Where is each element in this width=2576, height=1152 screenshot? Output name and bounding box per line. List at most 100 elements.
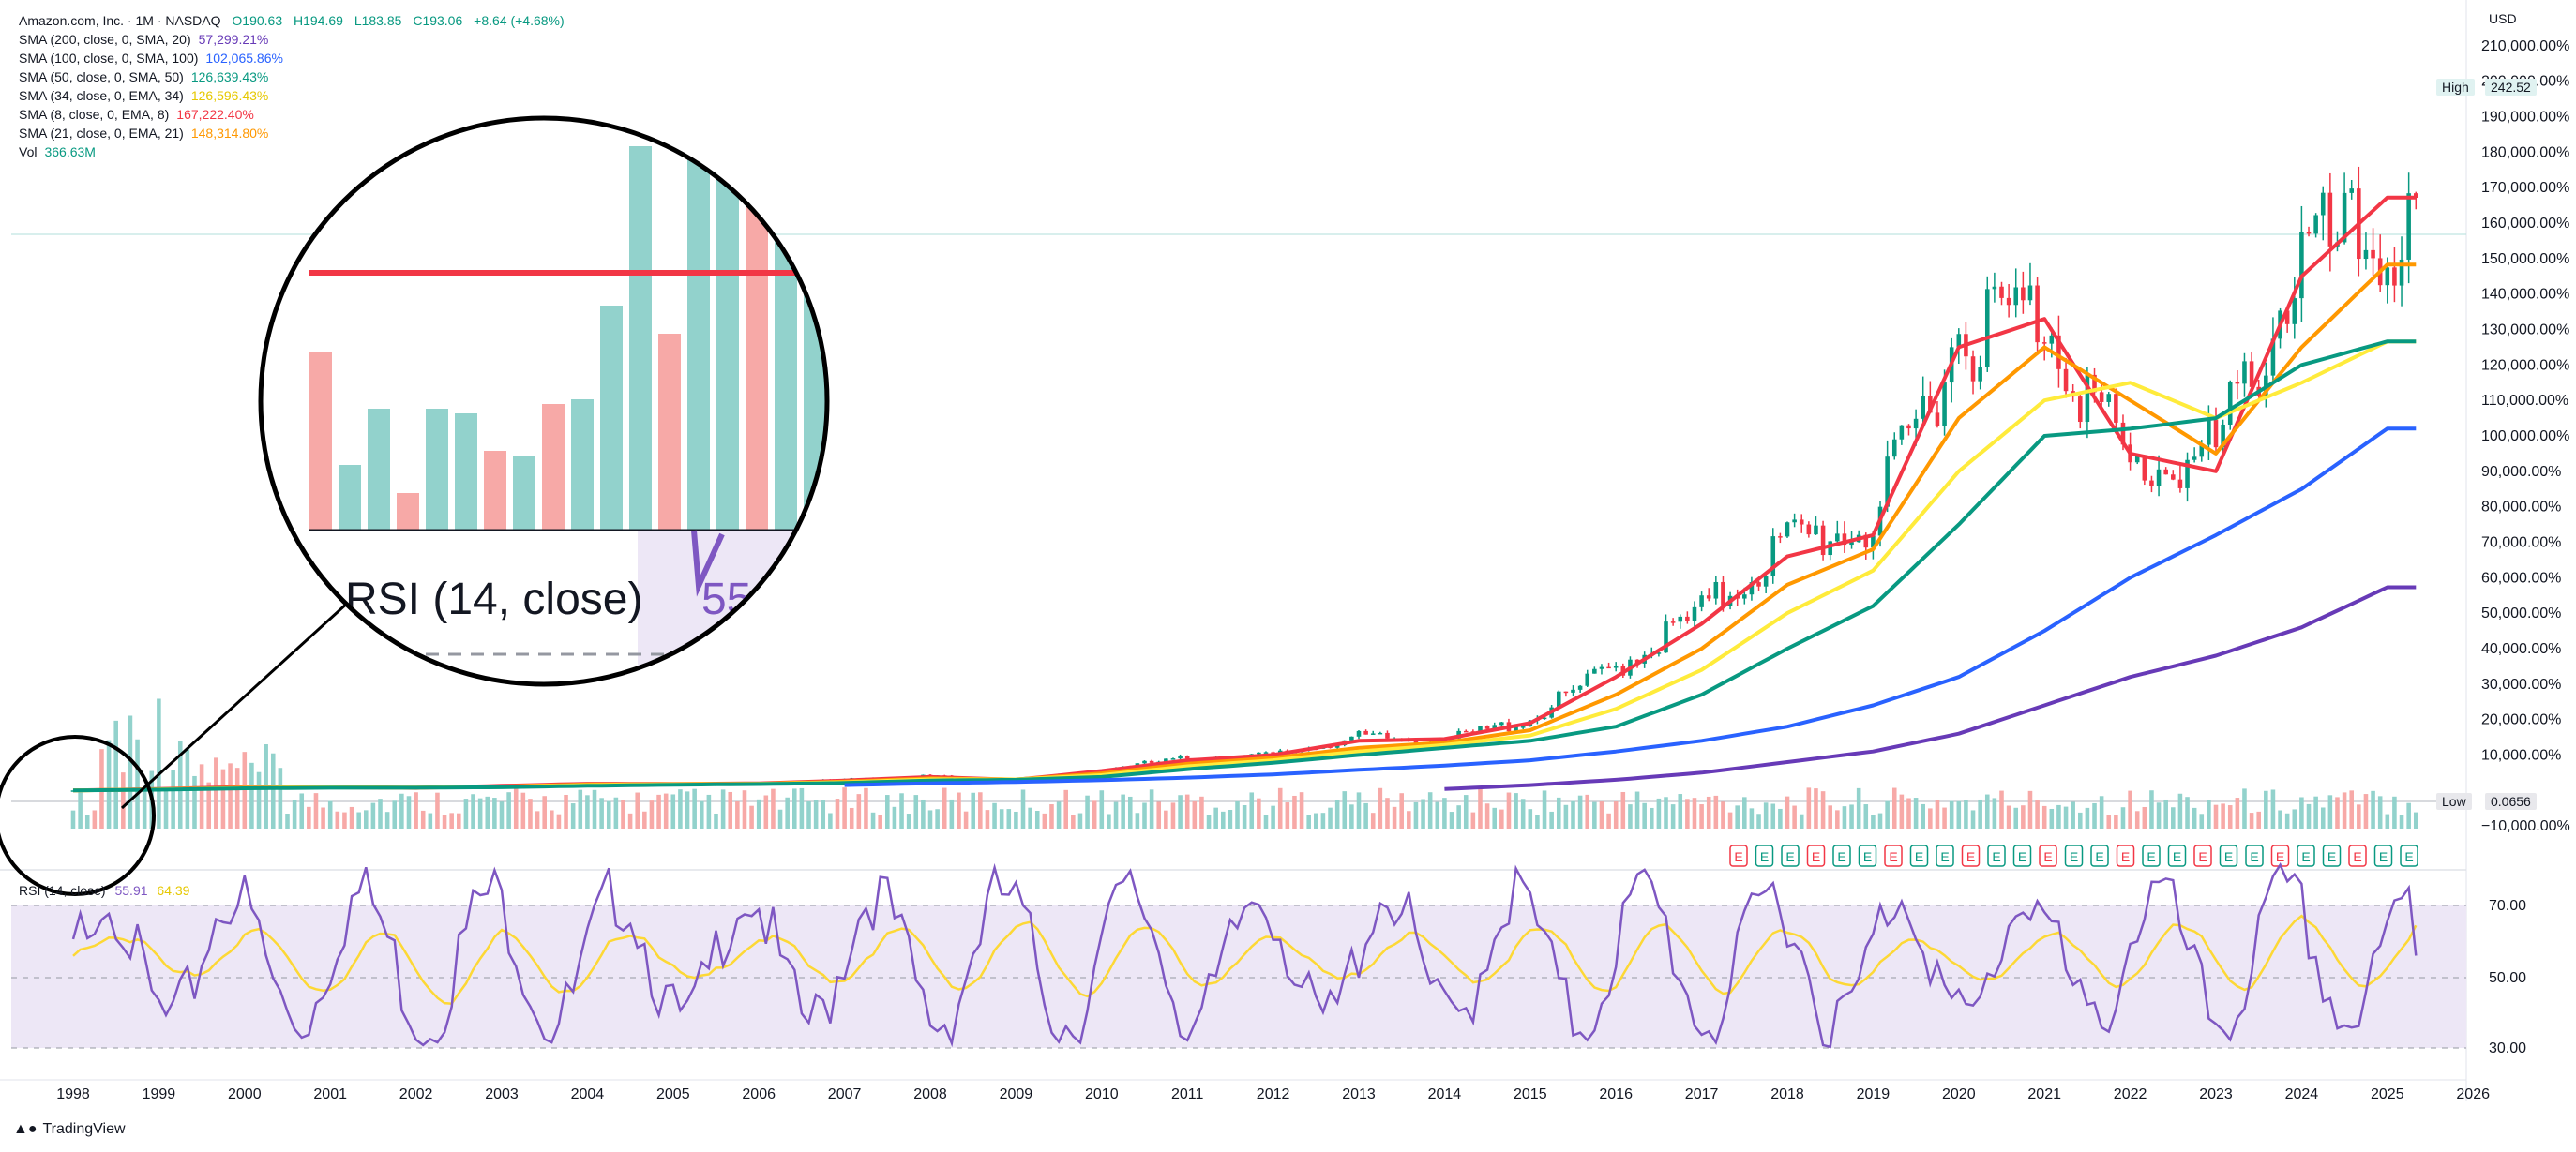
earnings-marker[interactable] <box>1987 845 2006 867</box>
volume-bar <box>192 775 197 829</box>
earnings-marker[interactable] <box>2373 845 2393 867</box>
legend-sma200[interactable]: SMA (200, close, 0, SMA, 20) 57,299.21% <box>19 30 565 49</box>
price-axis[interactable]: 210,000.00%200,000.00%190,000.00%180,000… <box>2481 38 2570 834</box>
earnings-marker[interactable] <box>1755 845 1774 867</box>
volume-bar <box>1634 791 1640 829</box>
candle-body <box>1613 666 1619 668</box>
earnings-marker[interactable] <box>2348 845 2367 867</box>
rsi-legend[interactable]: RSI (14, close) 55.91 64.39 <box>19 883 189 898</box>
candle-body <box>2120 422 2126 445</box>
earnings-marker[interactable] <box>2245 845 2264 867</box>
earnings-marker[interactable] <box>1729 845 1748 867</box>
legend-label: SMA (50, close, 0, SMA, 50) <box>19 69 184 84</box>
legend-ema8[interactable]: SMA (8, close, 0, EMA, 8) 167,222.40% <box>19 105 565 124</box>
volume-bar <box>2185 797 2190 829</box>
volume-bar <box>1999 790 2004 829</box>
candle-body <box>1899 425 1905 440</box>
volume-bar <box>399 793 404 829</box>
volume-bar <box>270 753 276 829</box>
earnings-marker[interactable] <box>2142 845 2161 867</box>
earnings-marker[interactable] <box>1961 845 1981 867</box>
volume-bar <box>2371 790 2375 829</box>
earnings-marker[interactable] <box>2064 845 2084 867</box>
volume-bar <box>292 800 297 829</box>
volume-bar <box>849 807 854 829</box>
earnings-marker[interactable] <box>2012 845 2032 867</box>
volume-bar <box>821 800 826 829</box>
earnings-marker[interactable] <box>2116 845 2135 867</box>
legend-ema34[interactable]: SMA (34, close, 0, EMA, 34) 126,596.43% <box>19 86 565 105</box>
price-tick-label: 130,000.00% <box>2481 322 2569 338</box>
volume-bar <box>2284 813 2290 829</box>
time-tick-label: 2011 <box>1171 1086 1204 1102</box>
candle-body <box>2342 192 2347 243</box>
time-tick-label: 2009 <box>1000 1086 1033 1102</box>
earnings-marker[interactable] <box>1781 845 1800 867</box>
earnings-marker[interactable] <box>2219 845 2238 867</box>
volume-bar <box>777 809 783 829</box>
volume-bar <box>113 720 118 829</box>
volume-bar <box>1449 812 1454 829</box>
volume-bar <box>285 814 290 829</box>
volume-bar <box>813 800 819 829</box>
earnings-marker[interactable] <box>1858 845 1877 867</box>
earnings-marker[interactable] <box>1884 845 1903 867</box>
zoom-volume-bar <box>658 334 681 531</box>
earnings-marker[interactable] <box>2193 845 2212 867</box>
symbol-header[interactable]: Amazon.com, Inc. · 1M · NASDAQ O190.63 H… <box>19 11 565 30</box>
earnings-marker[interactable] <box>2297 845 2315 867</box>
volume-bar <box>921 799 926 829</box>
earnings-marker[interactable] <box>2039 845 2057 867</box>
legend-ema21[interactable]: SMA (21, close, 0, EMA, 21) 148,314.80% <box>19 124 565 142</box>
legend-sma50[interactable]: SMA (50, close, 0, SMA, 50) 126,639.43% <box>19 67 565 86</box>
earnings-marker[interactable] <box>2090 845 2109 867</box>
earnings-marker-label: E <box>1940 849 1949 864</box>
currency-label[interactable]: USD <box>2489 11 2517 26</box>
volume-bar <box>2292 809 2297 829</box>
earnings-marker[interactable] <box>1832 845 1851 867</box>
earnings-marker-label: E <box>2018 849 2026 864</box>
volume-bar <box>1921 803 1926 829</box>
rsi-axis[interactable]: 70.00 50.00 30.00 <box>2489 898 2526 1056</box>
volume-bar <box>2264 790 2268 829</box>
price-tick-label: 140,000.00% <box>2481 287 2569 303</box>
earnings-marker[interactable] <box>1909 845 1929 867</box>
volume-bar <box>656 794 661 829</box>
volume-bar <box>864 787 868 829</box>
volume-bar <box>2099 796 2104 829</box>
price-tick-label: 80,000.00% <box>2481 500 2561 516</box>
earnings-marker[interactable] <box>2322 845 2342 867</box>
volume-bar <box>1299 792 1304 829</box>
rsi-value: 55.91 <box>114 883 148 898</box>
time-tick-label: 2008 <box>913 1086 947 1102</box>
volume-bar <box>1392 806 1397 829</box>
earnings-marker[interactable] <box>2167 845 2187 867</box>
volume-bar <box>477 798 483 829</box>
earnings-marker-label: E <box>1863 849 1872 864</box>
zoom-rsi-band <box>638 531 827 684</box>
volume-bar <box>2006 805 2011 829</box>
candle-body <box>1599 666 1604 669</box>
volume-bar <box>177 741 183 829</box>
legend-sma100[interactable]: SMA (100, close, 0, SMA, 100) 102,065.86% <box>19 49 565 67</box>
volume-bar <box>442 815 447 829</box>
earnings-marker[interactable] <box>1806 845 1826 867</box>
volume-bar <box>1071 815 1076 829</box>
legend-volume[interactable]: Vol 366.63M <box>19 142 565 161</box>
volume-bar <box>2406 802 2411 829</box>
branding[interactable]: ▲● TradingView <box>13 1121 126 1138</box>
earnings-marker[interactable] <box>2400 845 2418 867</box>
volume-bar <box>2092 802 2097 829</box>
time-axis[interactable]: 1998 1999 2000 2001 2002 2003 2004 2005 2006 2007… <box>56 1086 2490 1102</box>
candle-body <box>1184 756 1190 759</box>
earnings-marker[interactable] <box>1936 845 1954 867</box>
volume-bar <box>1670 804 1676 829</box>
candle-body <box>2085 374 2090 423</box>
volume-bar <box>528 799 533 829</box>
volume-bar <box>1285 802 1290 829</box>
price-tick-label: 120,000.00% <box>2481 357 2569 373</box>
volume-bar <box>428 813 433 829</box>
volume-bar <box>999 809 1004 829</box>
time-tick-label: 2019 <box>1857 1086 1891 1102</box>
